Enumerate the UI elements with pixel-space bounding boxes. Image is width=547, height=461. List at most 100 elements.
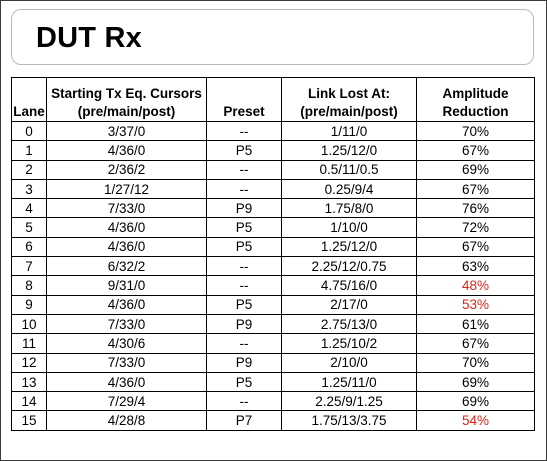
link-lost-cell: 4.75/16/0 <box>281 275 417 296</box>
amplitude-cell: 67% <box>416 178 535 200</box>
preset-cell: -- <box>206 178 282 200</box>
preset-cell: P5 <box>206 294 282 315</box>
lane-cell: 9 <box>11 294 47 315</box>
link-lost-cell: 2/10/0 <box>281 352 417 373</box>
table-row: 10 7/33/0 P9 2.75/13/0 61% <box>11 313 535 335</box>
amplitude-cell: 76% <box>416 198 535 219</box>
table-row: 13 4/36/0 P5 1.25/11/0 69% <box>11 371 535 393</box>
amplitude-cell: 48% <box>416 275 535 296</box>
lane-cell: 4 <box>11 198 47 219</box>
header-amp-line2: Reduction <box>442 104 509 119</box>
starting-cell: 7/33/0 <box>46 198 207 219</box>
header-link-line1: Link Lost At: <box>308 86 390 101</box>
starting-cell: 4/36/0 <box>46 294 207 315</box>
preset-cell: -- <box>206 275 282 296</box>
amplitude-cell: 63% <box>416 256 535 277</box>
preset-cell: -- <box>206 120 282 142</box>
lane-cell: 14 <box>11 391 47 412</box>
link-lost-cell: 2/17/0 <box>281 294 417 315</box>
lane-cell: 3 <box>11 178 47 200</box>
table-row: 8 9/31/0 -- 4.75/16/0 48% <box>11 275 535 296</box>
table-row: 11 4/30/6 -- 1.25/10/2 67% <box>11 333 535 354</box>
amplitude-cell: 61% <box>416 313 535 335</box>
starting-cell: 4/36/0 <box>46 236 207 258</box>
lane-cell: 5 <box>11 217 47 238</box>
table-row: 3 1/27/12 -- 0.25/9/4 67% <box>11 178 535 200</box>
table-row: 1 4/36/0 P5 1.25/12/0 67% <box>11 140 535 161</box>
lane-cell: 13 <box>11 371 47 393</box>
header-starting-cursors: Starting Tx Eq. Cursors (pre/main/post) <box>46 77 207 122</box>
link-lost-cell: 1.75/13/3.75 <box>281 410 417 431</box>
preset-cell: P9 <box>206 313 282 335</box>
starting-cell: 1/27/12 <box>46 178 207 200</box>
preset-cell: -- <box>206 333 282 354</box>
starting-cell: 9/31/0 <box>46 275 207 296</box>
amplitude-cell: 67% <box>416 333 535 354</box>
table-row: 7 6/32/2 -- 2.25/12/0.75 63% <box>11 256 535 277</box>
table-body: 0 3/37/0 -- 1/11/0 70% 1 4/36/0 P5 1.25/12/0 67%… <box>11 120 535 431</box>
header-starting-line2: (pre/main/post) <box>77 104 176 119</box>
lane-cell: 2 <box>11 159 47 180</box>
link-lost-cell: 1.25/11/0 <box>281 371 417 393</box>
table-container: Lane Starting Tx Eq. Cursors (pre/main/p… <box>11 77 535 431</box>
preset-cell: P9 <box>206 198 282 219</box>
results-table: Lane Starting Tx Eq. Cursors (pre/main/p… <box>11 77 535 431</box>
preset-cell: -- <box>206 159 282 180</box>
table-row: 0 3/37/0 -- 1/11/0 70% <box>11 120 535 142</box>
starting-cell: 4/36/0 <box>46 217 207 238</box>
starting-cell: 4/30/6 <box>46 333 207 354</box>
header-starting-line1: Starting Tx Eq. Cursors <box>51 86 202 101</box>
starting-cell: 3/37/0 <box>46 120 207 142</box>
table-row: 14 7/29/4 -- 2.25/9/1.25 69% <box>11 391 535 412</box>
table-row: 9 4/36/0 P5 2/17/0 53% <box>11 294 535 315</box>
table-row: 4 7/33/0 P9 1.75/8/0 76% <box>11 198 535 219</box>
table-row: 2 2/36/2 -- 0.5/11/0.5 69% <box>11 159 535 180</box>
header-row: Lane Starting Tx Eq. Cursors (pre/main/p… <box>11 77 535 122</box>
amplitude-cell: 69% <box>416 159 535 180</box>
starting-cell: 4/36/0 <box>46 140 207 161</box>
link-lost-cell: 2.25/9/1.25 <box>281 391 417 412</box>
header-link-line2: (pre/main/post) <box>300 104 398 119</box>
starting-cell: 7/29/4 <box>46 391 207 412</box>
amplitude-cell: 69% <box>416 391 535 412</box>
amplitude-cell: 53% <box>416 294 535 315</box>
preset-cell: P9 <box>206 352 282 373</box>
preset-cell: P5 <box>206 371 282 393</box>
link-lost-cell: 1/11/0 <box>281 120 417 142</box>
header-preset-label: Preset <box>223 104 265 119</box>
starting-cell: 4/28/8 <box>46 410 207 431</box>
lane-cell: 0 <box>11 120 47 142</box>
starting-cell: 7/33/0 <box>46 352 207 373</box>
amplitude-cell: 67% <box>416 140 535 161</box>
table-row: 5 4/36/0 P5 1/10/0 72% <box>11 217 535 238</box>
header-amp-line1: Amplitude <box>442 86 509 101</box>
header-lane: Lane <box>11 77 47 122</box>
link-lost-cell: 1.25/12/0 <box>281 140 417 161</box>
link-lost-cell: 2.75/13/0 <box>281 313 417 335</box>
link-lost-cell: 1.25/10/2 <box>281 333 417 354</box>
preset-cell: P5 <box>206 217 282 238</box>
amplitude-cell: 72% <box>416 217 535 238</box>
preset-cell: -- <box>206 256 282 277</box>
lane-cell: 11 <box>11 333 47 354</box>
link-lost-cell: 1.25/12/0 <box>281 236 417 258</box>
header-link-lost: Link Lost At: (pre/main/post) <box>281 77 417 122</box>
link-lost-cell: 0.25/9/4 <box>281 178 417 200</box>
amplitude-cell: 70% <box>416 352 535 373</box>
page-title: DUT Rx <box>36 22 142 54</box>
preset-cell: -- <box>206 391 282 412</box>
amplitude-cell: 67% <box>416 236 535 258</box>
starting-cell: 4/36/0 <box>46 371 207 393</box>
starting-cell: 2/36/2 <box>46 159 207 180</box>
starting-cell: 7/33/0 <box>46 313 207 335</box>
header-amplitude: Amplitude Reduction <box>416 77 535 122</box>
lane-cell: 15 <box>11 410 47 431</box>
lane-cell: 1 <box>11 140 47 161</box>
link-lost-cell: 1.75/8/0 <box>281 198 417 219</box>
lane-cell: 12 <box>11 352 47 373</box>
table-row: 12 7/33/0 P9 2/10/0 70% <box>11 352 535 373</box>
amplitude-cell: 70% <box>416 120 535 142</box>
link-lost-cell: 0.5/11/0.5 <box>281 159 417 180</box>
header-lane-label: Lane <box>13 104 45 119</box>
